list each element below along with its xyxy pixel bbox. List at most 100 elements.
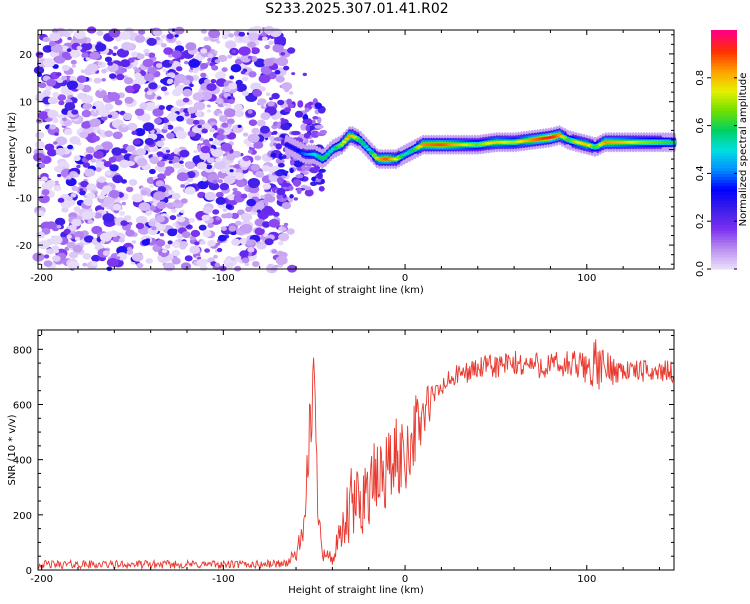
noise-blob bbox=[124, 85, 135, 94]
noise-blob bbox=[242, 76, 249, 82]
noise-blob bbox=[131, 130, 137, 135]
transition-blob bbox=[276, 187, 286, 196]
transition-blob bbox=[282, 193, 287, 199]
colorbar-swatch bbox=[711, 47, 737, 52]
noise-blob bbox=[55, 147, 66, 156]
noise-blob bbox=[74, 30, 86, 40]
noise-blob bbox=[179, 160, 184, 164]
noise-blob bbox=[227, 123, 232, 127]
colorbar-swatch bbox=[711, 113, 737, 118]
noise-blob bbox=[180, 262, 192, 271]
noise-blob bbox=[47, 109, 59, 119]
noise-blob bbox=[176, 66, 183, 72]
noise-blob bbox=[236, 180, 246, 188]
noise-blob bbox=[152, 201, 157, 206]
colorbar-swatch bbox=[711, 218, 737, 222]
colorbar-swatch bbox=[711, 152, 737, 157]
noise-blob bbox=[167, 240, 173, 245]
noise-blob bbox=[67, 36, 72, 41]
ridge-mark bbox=[328, 149, 334, 153]
noise-blob bbox=[242, 132, 249, 137]
noise-blob bbox=[149, 205, 156, 211]
noise-blob bbox=[221, 122, 229, 128]
noise-blob bbox=[241, 257, 250, 264]
noise-blob bbox=[164, 170, 172, 176]
transition-blob bbox=[280, 138, 286, 146]
noise-blob bbox=[101, 78, 106, 82]
noise-blob bbox=[262, 233, 268, 238]
noise-blob bbox=[46, 248, 55, 255]
colorbar-swatch bbox=[711, 119, 737, 124]
noise-blob bbox=[86, 183, 97, 192]
noise-blob bbox=[237, 209, 245, 216]
noise-blob bbox=[134, 68, 141, 74]
transition-blob bbox=[278, 153, 284, 160]
noise-blob bbox=[165, 149, 171, 153]
noise-blob bbox=[291, 72, 296, 76]
noise-blob bbox=[81, 52, 89, 59]
colorbar-swatch bbox=[711, 191, 737, 195]
x-tick-label: -100 bbox=[212, 273, 235, 284]
colorbar-swatch bbox=[711, 53, 737, 58]
noise-blob bbox=[109, 164, 119, 172]
noise-blob bbox=[240, 70, 246, 75]
noise-blob bbox=[220, 226, 227, 232]
noise-blob bbox=[234, 110, 245, 118]
x-tick-label: 0 bbox=[402, 574, 408, 585]
colorbar-swatch bbox=[711, 32, 737, 37]
noise-blob bbox=[212, 125, 218, 130]
noise-blob bbox=[248, 119, 258, 126]
noise-blob bbox=[81, 121, 91, 129]
noise-blob bbox=[139, 102, 148, 109]
noise-blob bbox=[144, 138, 155, 146]
ridge-mark bbox=[363, 145, 369, 149]
noise-blob bbox=[57, 94, 67, 101]
noise-blob bbox=[112, 203, 122, 211]
noise-blob bbox=[276, 56, 289, 67]
noise-blob bbox=[126, 186, 134, 193]
noise-blob bbox=[218, 234, 227, 242]
noise-blob bbox=[136, 53, 145, 60]
noise-blob bbox=[167, 190, 175, 195]
noise-blob bbox=[43, 58, 56, 68]
noise-blob bbox=[79, 188, 84, 192]
noise-blob bbox=[239, 250, 249, 258]
noise-blob bbox=[215, 157, 222, 163]
transition-blob bbox=[316, 172, 323, 180]
colorbar-swatch bbox=[711, 164, 737, 169]
noise-blob bbox=[199, 137, 204, 141]
noise-blob bbox=[268, 40, 275, 45]
noise-blob bbox=[34, 140, 45, 149]
noise-blob bbox=[84, 168, 95, 177]
noise-blob bbox=[162, 68, 167, 72]
y-tick-label: 0 bbox=[26, 146, 32, 157]
noise-blob bbox=[116, 246, 128, 256]
noise-blob bbox=[146, 37, 157, 46]
noise-blob bbox=[97, 61, 103, 66]
y-tick-label: 0 bbox=[26, 566, 32, 577]
noise-blob bbox=[91, 70, 96, 75]
noise-blob bbox=[124, 96, 134, 104]
noise-blob bbox=[142, 122, 155, 132]
noise-blob bbox=[47, 96, 58, 105]
noise-blob bbox=[67, 261, 80, 270]
colorbar-swatch bbox=[711, 41, 737, 46]
noise-blob bbox=[162, 125, 169, 130]
noise-blob bbox=[204, 191, 217, 201]
noise-blob bbox=[149, 184, 154, 188]
noise-blob bbox=[232, 49, 236, 54]
noise-blob bbox=[79, 190, 86, 196]
noise-blob bbox=[158, 105, 165, 111]
noise-blob bbox=[148, 221, 156, 227]
x-tick-label: -100 bbox=[212, 574, 235, 585]
noise-blob bbox=[171, 241, 181, 248]
colorbar-swatch bbox=[711, 173, 737, 177]
noise-blob bbox=[33, 152, 46, 162]
noise-blob bbox=[210, 79, 217, 84]
noise-blob bbox=[91, 189, 96, 193]
noise-blob bbox=[37, 111, 49, 120]
noise-blob bbox=[238, 46, 251, 56]
noise-blob bbox=[166, 155, 174, 161]
noise-blob bbox=[254, 227, 265, 236]
